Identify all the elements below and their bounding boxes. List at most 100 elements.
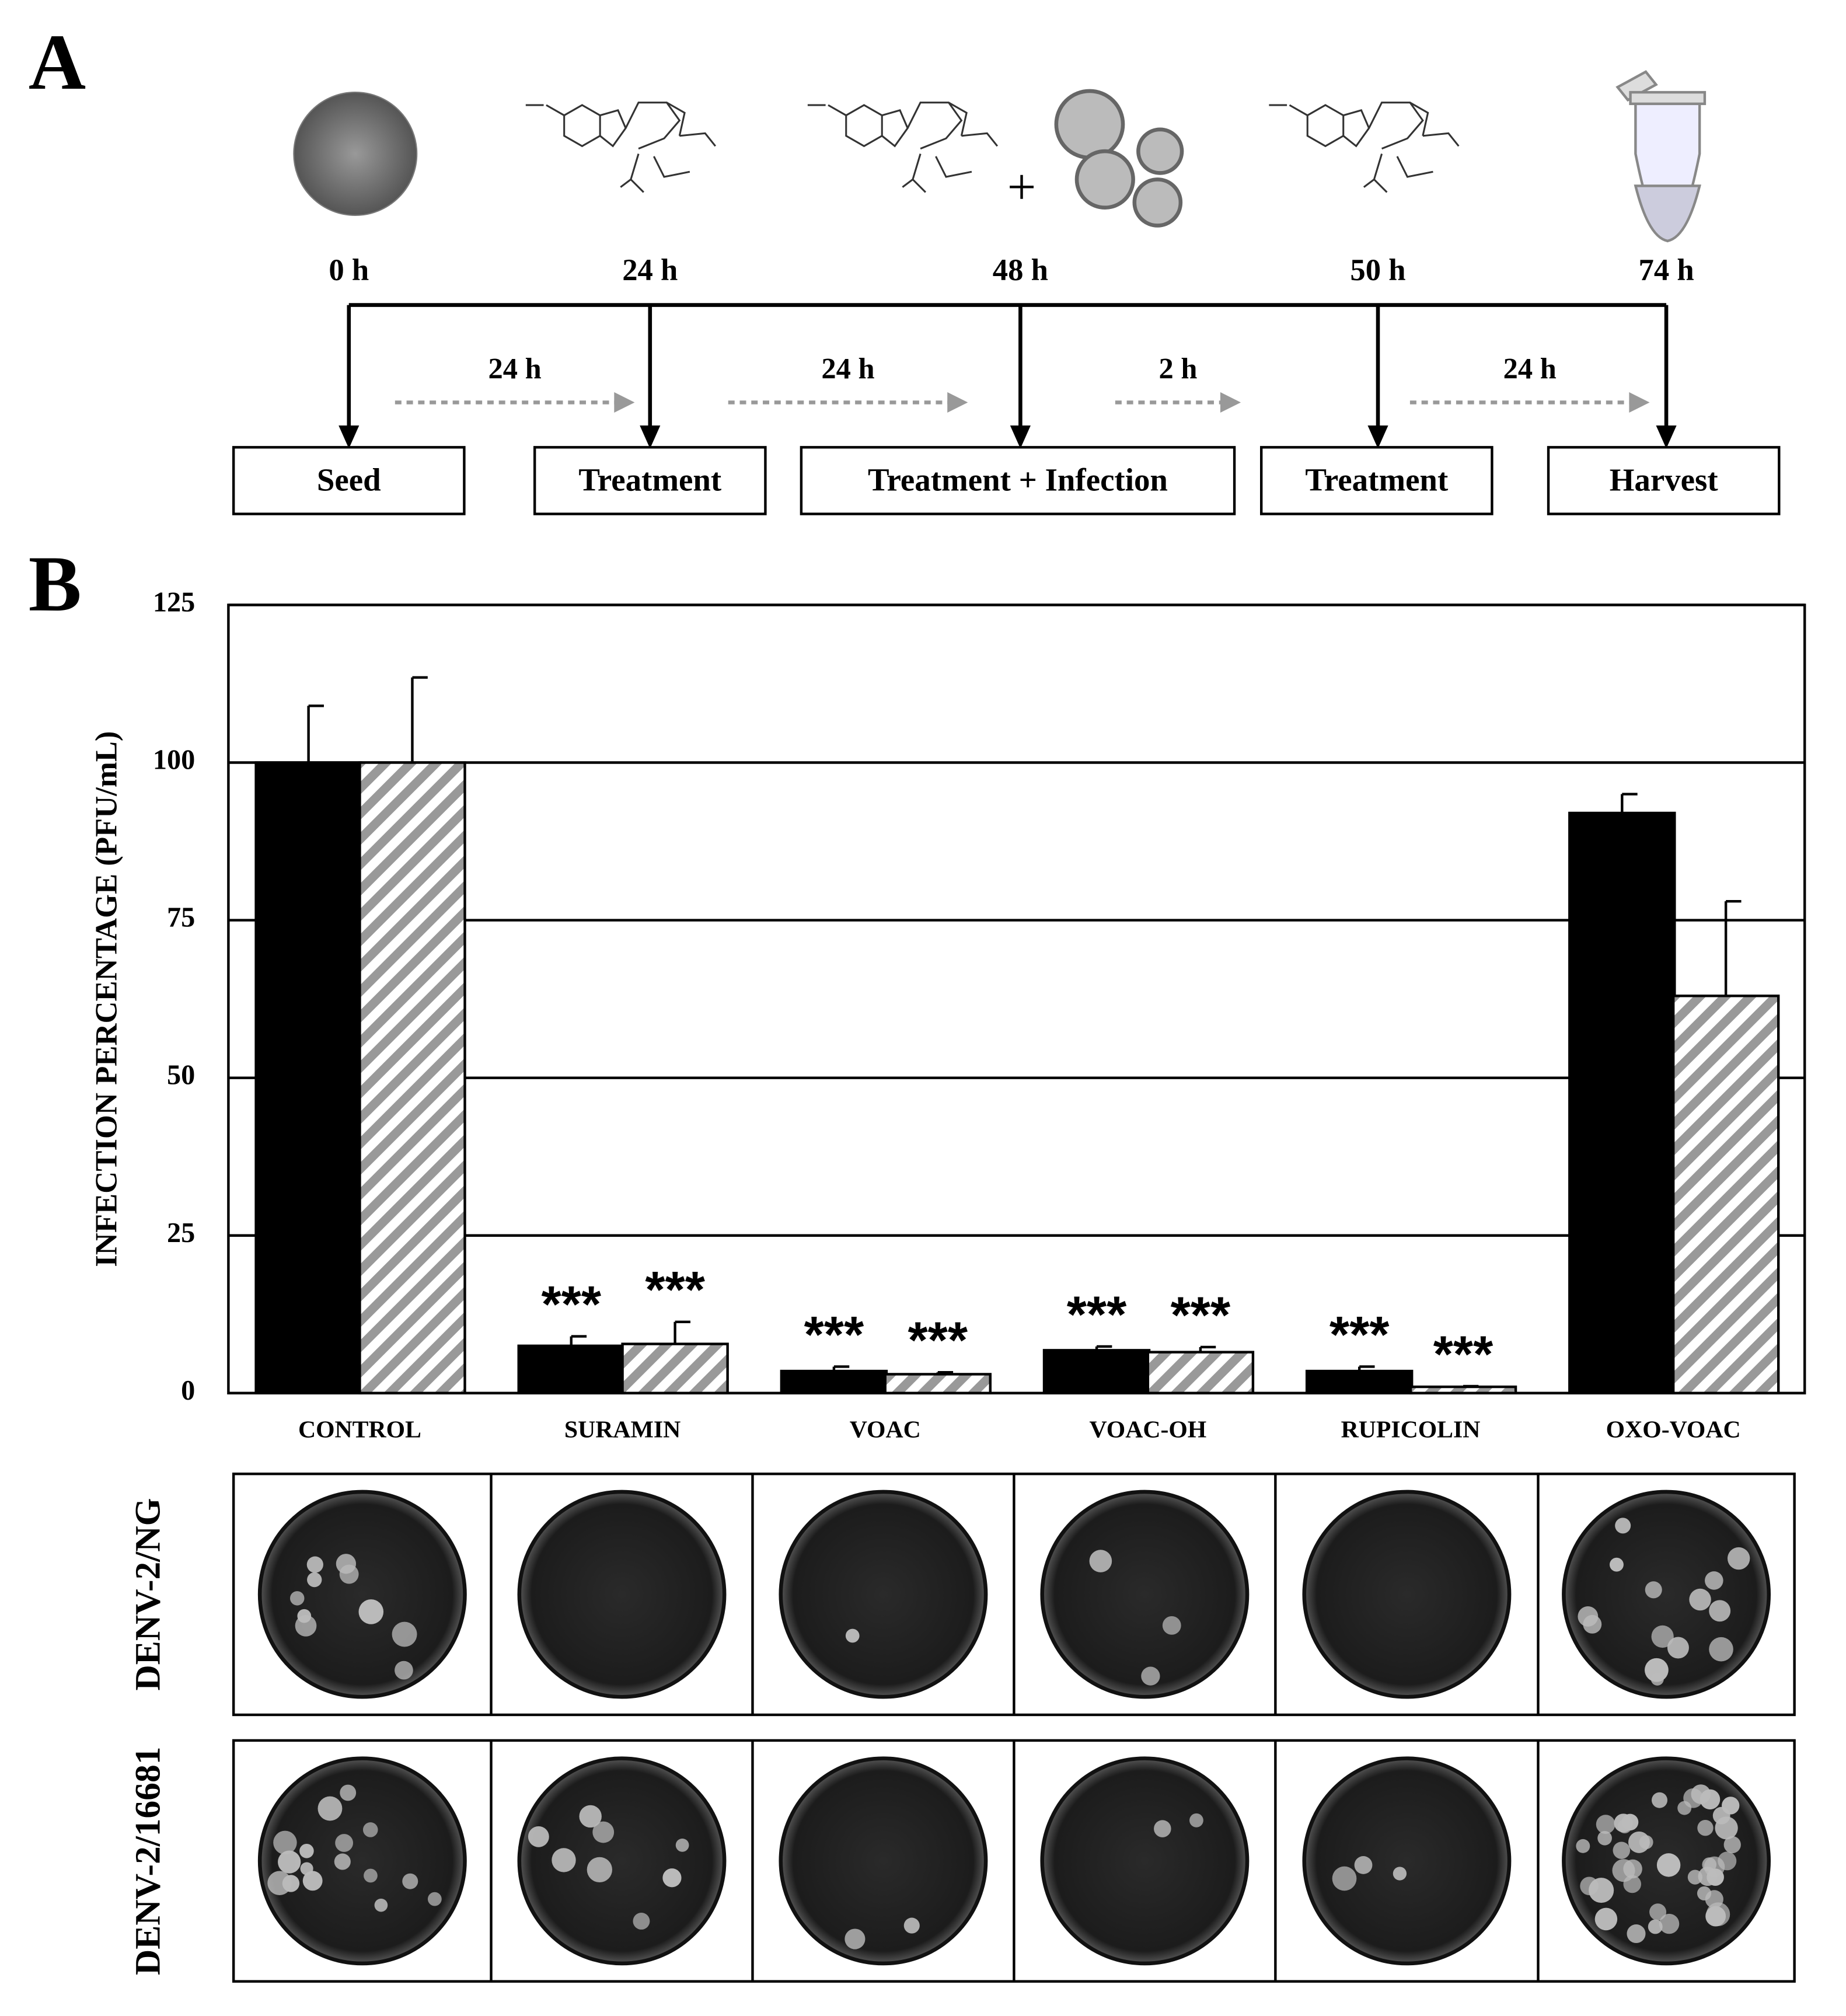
bar: [1568, 811, 1676, 1395]
plaque: [1648, 1919, 1663, 1934]
plaque: [633, 1913, 650, 1930]
plaque: [1650, 1672, 1664, 1686]
plaque: [1141, 1666, 1160, 1686]
significance-label: ***: [1329, 1305, 1390, 1363]
row-label: DENV-2/16681: [128, 1747, 168, 1976]
plaque: [1597, 1830, 1612, 1846]
plaque: [1700, 1789, 1721, 1810]
plaque: [845, 1628, 860, 1643]
y-axis-label: INFECTION PERCENTAGE (PFU/mL): [89, 731, 123, 1267]
bar: [1671, 995, 1780, 1395]
plaque: [295, 1615, 317, 1637]
step-box: [1259, 446, 1493, 515]
plaque: [1705, 1890, 1723, 1909]
interval-head: [1629, 392, 1650, 413]
plaque: [675, 1838, 689, 1852]
y-tick-label: 75: [167, 902, 195, 933]
plate: [1302, 1756, 1512, 1966]
plate: [257, 1756, 467, 1966]
plaque: [1705, 1571, 1723, 1590]
plaque: [579, 1805, 602, 1828]
molecule-icon: [525, 102, 717, 193]
step-box: [800, 446, 1236, 515]
plaque: [278, 1850, 301, 1874]
arrow-head: [1010, 425, 1031, 449]
y-tick-label: 0: [181, 1375, 195, 1406]
plate: [1040, 1756, 1250, 1966]
significance-label: ***: [1171, 1286, 1231, 1344]
interval-head: [614, 392, 635, 413]
bar: [621, 1342, 729, 1395]
plaque: [1652, 1792, 1668, 1808]
plot-frame: [227, 604, 1806, 1395]
plaque: [364, 1868, 378, 1883]
plate: [517, 1756, 727, 1966]
step-label: Treatment + Infection: [868, 462, 1168, 497]
arrow-head: [1656, 425, 1677, 449]
plaque: [528, 1826, 549, 1847]
plaque: [1709, 1600, 1731, 1622]
plaque: [1649, 1903, 1667, 1921]
plaque: [845, 1928, 866, 1949]
cell-icon: [293, 92, 418, 216]
plaque: [1645, 1581, 1662, 1599]
plaque: [267, 1871, 292, 1895]
plaque: [1612, 1859, 1635, 1882]
plaque: [662, 1868, 682, 1888]
plaque: [273, 1830, 297, 1855]
plaque: [334, 1853, 351, 1870]
plaque: [402, 1873, 418, 1889]
significance-label: ***: [804, 1305, 864, 1363]
plaque: [1727, 1547, 1750, 1570]
plaque: [1698, 1867, 1718, 1886]
bar: [884, 1373, 992, 1395]
step-label: Seed: [317, 462, 381, 497]
bar: [1305, 1369, 1414, 1395]
plaque: [1683, 1788, 1704, 1808]
plaque: [392, 1621, 417, 1647]
x-tick-label: VOAC-OH: [1089, 1416, 1206, 1443]
plaque: [358, 1599, 384, 1624]
tube-icon: [1615, 70, 1707, 243]
x-tick-label: OXO-VOAC: [1606, 1416, 1741, 1443]
plaque: [1667, 1637, 1689, 1659]
x-tick-label: VOAC: [850, 1416, 921, 1443]
panel-label: A: [29, 19, 86, 106]
plaque: [1628, 1831, 1650, 1853]
y-tick-label: 25: [167, 1218, 195, 1248]
interval-label: 2 h: [1158, 352, 1197, 385]
plaque: [1697, 1820, 1714, 1836]
plaque: [395, 1661, 413, 1680]
step-label: Treatment: [578, 462, 722, 497]
plaque: [1576, 1839, 1590, 1853]
x-tick-label: RUPICOLIN: [1341, 1416, 1481, 1443]
plaque: [587, 1857, 612, 1883]
plaque: [1712, 1806, 1730, 1825]
molecule-icon: [807, 102, 999, 193]
interval-head: [947, 392, 968, 413]
significance-label: ***: [908, 1311, 968, 1369]
y-tick-label: 125: [153, 587, 195, 618]
significance-label: ***: [541, 1275, 601, 1333]
virus-icons: [1054, 89, 1184, 228]
step-label: Treatment: [1305, 462, 1449, 497]
arrow-head: [640, 425, 661, 449]
plaque: [1589, 1878, 1614, 1903]
plaque: [552, 1848, 576, 1872]
plaque: [592, 1821, 615, 1843]
step-box: [232, 446, 466, 515]
plaque: [427, 1892, 442, 1906]
plaque: [336, 1554, 357, 1574]
arrow-head: [339, 425, 360, 449]
plate: [1040, 1490, 1250, 1699]
plaque: [1609, 1557, 1624, 1572]
bar: [254, 761, 362, 1395]
x-tick-label: SURAMIN: [564, 1416, 681, 1443]
time-label: 0 h: [329, 253, 369, 287]
bar: [780, 1369, 888, 1395]
step-box: [1547, 446, 1781, 515]
plaque: [1162, 1616, 1181, 1635]
bar: [517, 1344, 625, 1395]
plaque: [307, 1572, 322, 1588]
